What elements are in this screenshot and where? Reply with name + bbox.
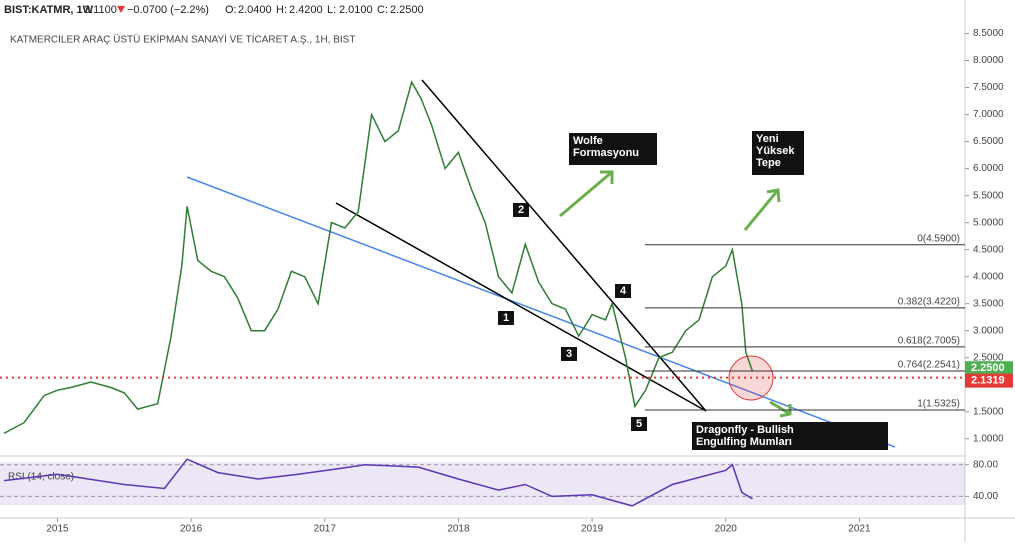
note-box xyxy=(692,422,888,450)
y-tick-label: 8.0000 xyxy=(973,55,1004,66)
y-tick-label: 7.5000 xyxy=(973,82,1004,93)
down-triangle xyxy=(117,6,125,13)
rsi-line xyxy=(3,458,753,507)
wolfe-line xyxy=(421,79,707,412)
label-box xyxy=(498,311,514,325)
header-close-label: C: xyxy=(377,4,388,16)
header-change: −0.0700 (−2.2%) xyxy=(127,4,209,16)
header-low: 2.0100 xyxy=(339,4,373,16)
point-label: 2 xyxy=(518,204,524,216)
y-tick-label: 4.0000 xyxy=(973,271,1004,282)
rsi-band xyxy=(0,462,965,505)
header-last: 3.1100 xyxy=(84,4,117,16)
arrows xyxy=(559,170,792,418)
y-tick-label: 7.0000 xyxy=(973,109,1004,120)
y-tick-label: 6.5000 xyxy=(973,136,1004,147)
note-box xyxy=(569,133,657,165)
price-tag-label: 2.2500 xyxy=(971,362,1005,374)
fib-label: 1(1.5325) xyxy=(917,399,960,410)
point-label: 3 xyxy=(566,348,572,360)
note-text: Dragonfly - Bullish Engulfing Mumları xyxy=(696,424,794,448)
fib-label: 0.382(3.4220) xyxy=(898,297,960,308)
x-tick-label: 2018 xyxy=(447,524,470,535)
x-tick-label: 2016 xyxy=(180,524,203,535)
y-tick-label: 6.0000 xyxy=(973,163,1004,174)
header-open: 2.0400 xyxy=(238,4,272,16)
chart-title: KATMERCILER ARAÇ ÜSTÜ EKİPMAN SANAYİ VE … xyxy=(10,33,355,46)
x-tick-label: 2015 xyxy=(46,524,69,535)
y-tick-label: 40.00 xyxy=(973,491,998,502)
point-label: 4 xyxy=(620,285,627,297)
arrow-up xyxy=(559,170,614,218)
arrow-up xyxy=(743,188,781,231)
header-symbol: BIST:KATMR, 1W xyxy=(4,4,94,16)
header-open-label: O: xyxy=(225,4,237,16)
x-tick-label: 2020 xyxy=(715,524,738,535)
note-text: Wolfe Formasyonu xyxy=(573,135,639,159)
fib-label: 0(4.5900) xyxy=(917,233,960,244)
x-tick-label: 2017 xyxy=(314,524,337,535)
y-tick-label: 2.5000 xyxy=(973,352,1004,363)
label-box xyxy=(513,203,529,217)
y-tick-label: 5.5000 xyxy=(973,190,1004,201)
fib-label: 0.764(2.2541) xyxy=(898,360,960,371)
y-tick-label: 5.0000 xyxy=(973,217,1004,228)
header-low-label: L: xyxy=(327,4,336,16)
y-tick-label: 80.00 xyxy=(973,459,998,470)
annotation-boxes xyxy=(498,131,888,450)
header-high: 2.4200 xyxy=(289,4,323,16)
y-tick-label: 3.0000 xyxy=(973,325,1004,336)
y-tick-label: 4.5000 xyxy=(973,244,1004,255)
price-tag xyxy=(965,361,1013,376)
pane-title: RSI (14, close) xyxy=(8,472,74,483)
wolfe-line xyxy=(335,202,707,412)
price-line xyxy=(3,80,754,435)
y-tick-label: 1.0000 xyxy=(973,433,1004,444)
header-close: 2.2500 xyxy=(390,4,424,16)
fib-label: 0.618(2.7005) xyxy=(898,336,960,347)
label-box xyxy=(631,417,647,431)
point-label: 1 xyxy=(503,312,509,324)
y-tick-label: 8.5000 xyxy=(973,28,1004,39)
note-text: Yeni Yüksek Tepe xyxy=(756,133,795,169)
price-tag xyxy=(965,373,1013,388)
header-high-label: H: xyxy=(276,4,287,16)
price-tag-label: 2.1319 xyxy=(971,375,1005,387)
x-tick-label: 2019 xyxy=(581,524,604,535)
arrow-down xyxy=(769,400,792,418)
label-box xyxy=(561,347,577,361)
y-tick-label: 3.5000 xyxy=(973,298,1004,309)
trend-line xyxy=(186,176,896,448)
x-tick-label: 2021 xyxy=(848,524,871,535)
label-box xyxy=(615,284,631,298)
point-label: 5 xyxy=(636,418,642,430)
y-tick-label: 1.5000 xyxy=(973,406,1004,417)
note-box xyxy=(752,131,804,175)
